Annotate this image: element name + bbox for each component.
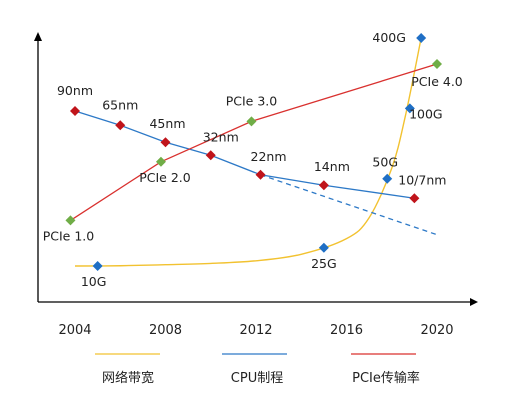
cpu-label: 90nm [57, 83, 93, 98]
cpu-label: 10/7nm [398, 172, 446, 187]
bandwidth-marker [404, 103, 415, 114]
cpu-trend-dashed-line [260, 174, 438, 236]
y-axis-arrow [34, 32, 42, 41]
bandwidth-label: 10G [81, 274, 107, 289]
pcie-marker [65, 215, 76, 226]
pcie-marker [246, 116, 257, 127]
series-markers [65, 33, 442, 271]
pcie-label: PCIe 4.0 [411, 74, 463, 89]
cpu-label: 65nm [102, 97, 138, 112]
pcie-label: PCIe 2.0 [139, 170, 191, 185]
bandwidth-label: 50G [372, 155, 398, 170]
legend-label: CPU制程 [231, 371, 283, 386]
x-tick-label: 2016 [330, 323, 363, 338]
cpu-marker [115, 120, 126, 131]
legend: 网络带宽 CPU制程 PCIe传输率 [95, 353, 420, 386]
pcie-marker [155, 156, 166, 167]
pcie-label: PCIe 3.0 [226, 93, 278, 108]
axes [34, 32, 478, 306]
cpu-marker [409, 193, 420, 204]
pcie-label: PCIe 1.0 [43, 228, 95, 243]
bandwidth-marker [318, 242, 329, 253]
x-axis-arrow [470, 298, 478, 306]
pcie-marker [432, 59, 442, 70]
x-tick-label: 2004 [58, 323, 91, 338]
bandwidth-label: 400G [372, 30, 406, 45]
x-axis-ticks: 2004 2008 2012 2016 2020 [58, 323, 453, 338]
bandwidth-label: 25G [311, 256, 337, 271]
cpu-label: 32nm [203, 129, 239, 144]
legend-label: PCIe传输率 [352, 370, 420, 386]
cpu-label: 45nm [149, 116, 185, 131]
bandwidth-line [74, 37, 422, 267]
data-labels: 10G 25G 50G 100G 400G 90nm 65nm 45nm 32nm 22nm 14n… [43, 30, 463, 289]
x-tick-label: 2020 [420, 323, 453, 338]
bandwidth-label: 100G [409, 106, 443, 121]
cpu-marker [255, 169, 266, 180]
cpu-label: 14nm [314, 159, 350, 174]
bandwidth-marker [92, 261, 103, 271]
bandwidth-marker [382, 173, 393, 184]
x-tick-label: 2008 [149, 323, 182, 338]
pcie-line [70, 63, 438, 221]
x-tick-label: 2012 [239, 323, 272, 338]
cpu-marker [160, 137, 171, 148]
cpu-marker [318, 180, 329, 191]
cpu-label: 22nm [251, 149, 287, 164]
cpu-marker [205, 150, 216, 161]
cpu-marker [70, 105, 80, 116]
bandwidth-marker [416, 33, 427, 43]
legend-label: 网络带宽 [102, 370, 154, 386]
